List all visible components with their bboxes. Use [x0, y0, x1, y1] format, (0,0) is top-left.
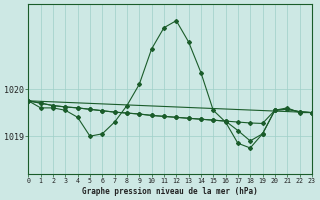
X-axis label: Graphe pression niveau de la mer (hPa): Graphe pression niveau de la mer (hPa) [82, 187, 258, 196]
